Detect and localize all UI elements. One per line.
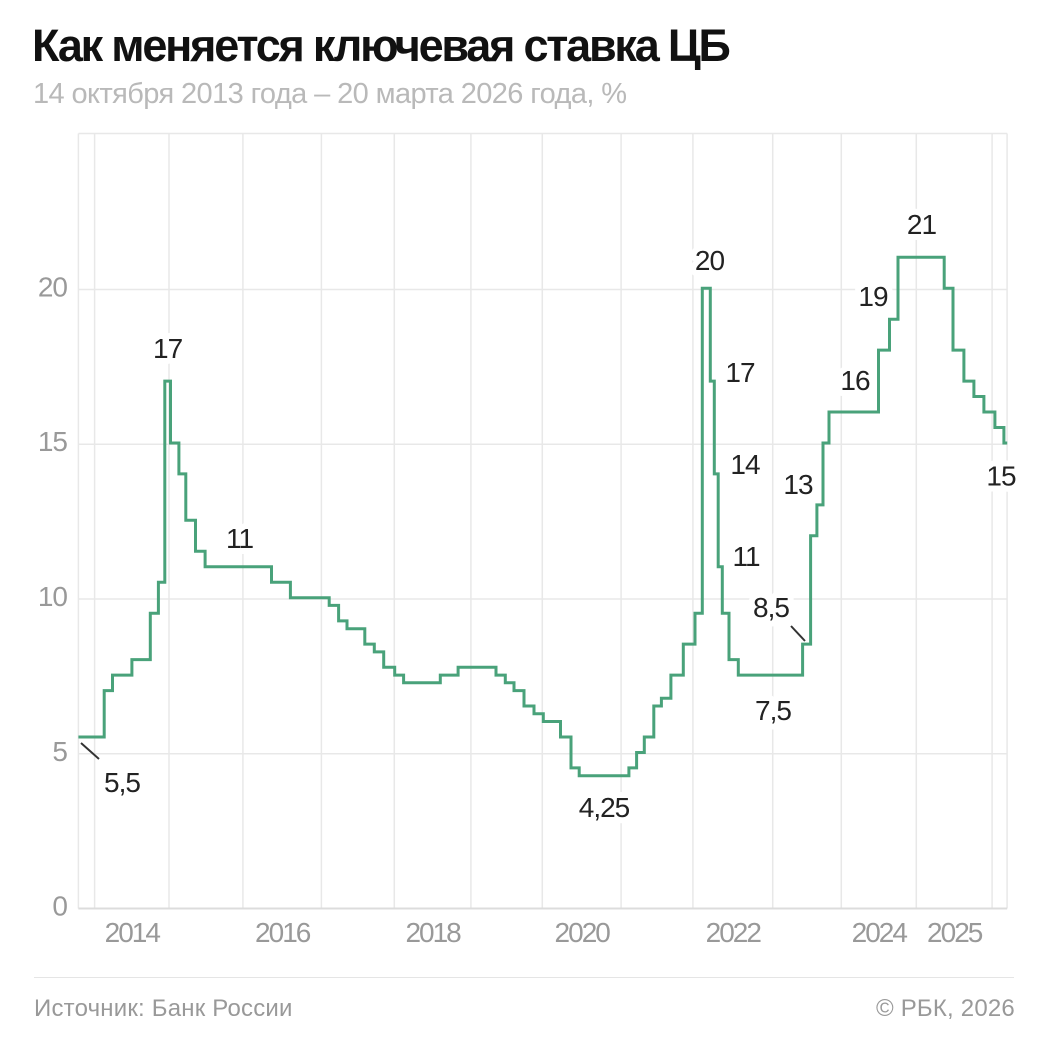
svg-text:2022: 2022 xyxy=(706,917,762,948)
svg-text:2020: 2020 xyxy=(555,917,611,948)
svg-text:2024: 2024 xyxy=(852,917,908,948)
svg-text:10: 10 xyxy=(38,581,68,612)
svg-text:17: 17 xyxy=(725,357,755,388)
svg-text:17: 17 xyxy=(153,333,183,364)
svg-text:5,5: 5,5 xyxy=(104,767,140,798)
svg-text:13: 13 xyxy=(783,469,813,500)
svg-text:15: 15 xyxy=(38,426,68,457)
svg-text:21: 21 xyxy=(907,209,937,240)
svg-text:2016: 2016 xyxy=(255,917,311,948)
svg-text:2014: 2014 xyxy=(105,917,161,948)
svg-text:4,25: 4,25 xyxy=(579,792,630,823)
svg-text:19: 19 xyxy=(858,281,888,312)
svg-text:20: 20 xyxy=(38,272,68,303)
svg-text:5: 5 xyxy=(52,736,67,767)
svg-text:16: 16 xyxy=(840,365,870,396)
svg-text:2025: 2025 xyxy=(927,917,983,948)
svg-text:11: 11 xyxy=(226,523,253,554)
svg-text:0: 0 xyxy=(52,891,67,922)
svg-text:14: 14 xyxy=(730,449,760,480)
svg-text:11: 11 xyxy=(732,541,759,572)
svg-text:2018: 2018 xyxy=(405,917,461,948)
svg-text:8,5: 8,5 xyxy=(753,592,789,623)
svg-text:7,5: 7,5 xyxy=(755,695,791,726)
svg-text:20: 20 xyxy=(695,245,725,276)
svg-text:15: 15 xyxy=(986,461,1016,492)
